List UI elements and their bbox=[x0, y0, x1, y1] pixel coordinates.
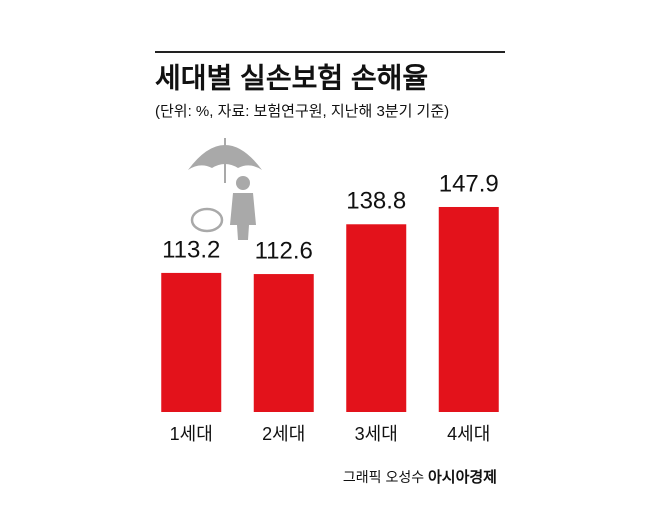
chart-title: 세대별 실손보험 손해율 bbox=[155, 62, 428, 93]
bar bbox=[253, 274, 314, 412]
bar bbox=[438, 206, 499, 412]
value-label: 113.2 bbox=[162, 236, 220, 263]
value-label: 147.9 bbox=[439, 170, 499, 197]
bar bbox=[346, 224, 407, 412]
x-tick-label: 2세대 bbox=[262, 424, 305, 444]
umbrella-icon bbox=[188, 138, 262, 240]
x-tick-label: 4세대 bbox=[447, 424, 490, 444]
x-tick-label: 1세대 bbox=[170, 424, 213, 444]
bar bbox=[161, 272, 222, 412]
x-tick-label: 3세대 bbox=[355, 424, 398, 444]
credit: 그래픽 오성수 아시아경제 bbox=[343, 468, 497, 486]
value-label: 112.6 bbox=[255, 237, 313, 264]
brand: 아시아경제 bbox=[428, 468, 497, 486]
credit-text: 그래픽 오성수 bbox=[343, 469, 424, 485]
value-label: 138.8 bbox=[346, 188, 406, 215]
chart-subtitle: (단위: %, 자료: 보험연구원, 지난해 3분기 기준) bbox=[155, 103, 449, 120]
